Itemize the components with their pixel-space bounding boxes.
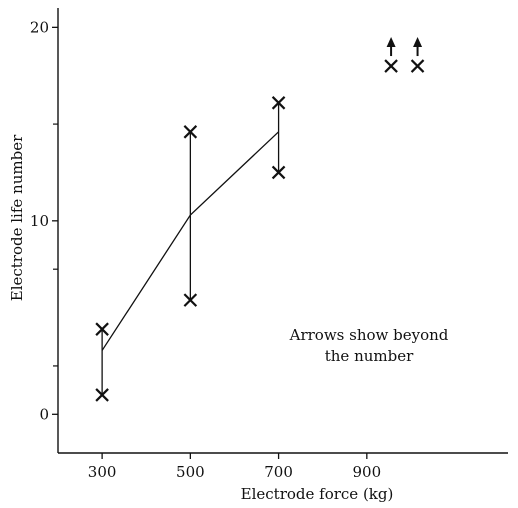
beyond-arrow-head: [386, 37, 396, 48]
data-point-7: [410, 59, 425, 73]
data-point-stroke-b: [271, 96, 286, 110]
data-point-stroke-b: [95, 388, 109, 402]
x-tick-label-2: 700: [264, 463, 293, 481]
beyond-arrow-1: [413, 37, 423, 57]
beyond-arrow-head: [413, 37, 423, 48]
x-tick-label-3: 900: [353, 463, 382, 481]
data-point-stroke-b: [183, 293, 198, 307]
x-tick-label-1: 500: [176, 463, 205, 481]
data-point-stroke-b: [183, 125, 198, 139]
y-tick-label-0: 0: [39, 405, 49, 423]
axes: 0 10 20 300 500 700 900: [30, 8, 508, 481]
data-point-stroke-b: [95, 322, 109, 336]
y-axis-title: Electrode life number: [8, 134, 26, 301]
labels: Electrode force (kg) Electrode life numb…: [8, 134, 449, 503]
y-tick-label-2: 20: [30, 18, 49, 36]
mean-line: [101, 131, 280, 351]
data-point-3: [183, 293, 198, 307]
data-point-4: [271, 96, 286, 110]
beyond-arrows: [386, 37, 423, 57]
x-tick-label-0: 300: [88, 463, 117, 481]
annotation-line-1: Arrows show beyond: [289, 326, 449, 344]
x-axis-title: Electrode force (kg): [241, 485, 394, 503]
data-point-2: [183, 125, 198, 139]
range-bars: [101, 102, 280, 395]
data-point-0: [95, 322, 109, 336]
data-points: [95, 59, 425, 402]
data-point-1: [95, 388, 109, 402]
data-point-5: [271, 165, 286, 180]
y-tick-label-1: 10: [30, 212, 49, 230]
data-point-6: [384, 59, 398, 73]
mean-line-group: [101, 131, 280, 351]
data-point-stroke-b: [384, 59, 398, 73]
beyond-arrow-0: [386, 37, 396, 57]
data-point-stroke-b: [271, 165, 286, 180]
data-point-stroke-b: [410, 59, 425, 73]
annotation-line-2: the number: [325, 347, 414, 365]
